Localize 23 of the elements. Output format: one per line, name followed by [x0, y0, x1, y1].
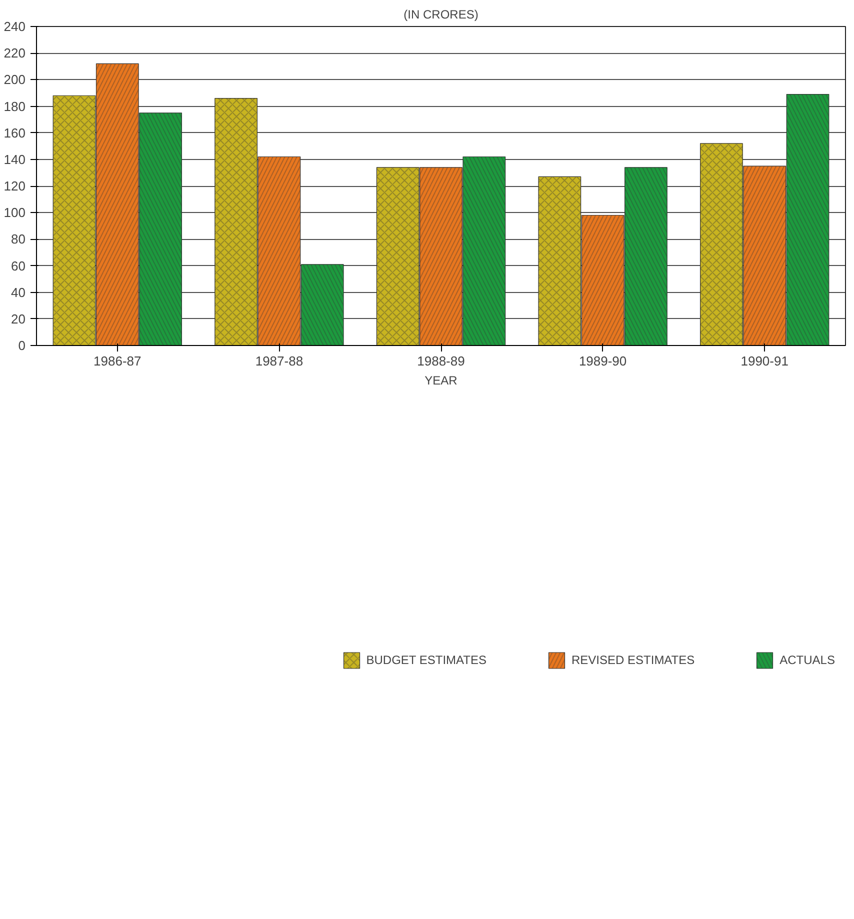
x-tick-label: 1989-90	[578, 354, 627, 368]
x-tick-label: 1987-88	[255, 354, 304, 368]
legend-label: ACTUALS	[780, 653, 835, 667]
y-tick-label: 140	[4, 152, 26, 167]
y-tick-label: 60	[11, 258, 26, 274]
y-tick-label: 20	[11, 311, 26, 326]
chart-subtitle: (IN CRORES)	[404, 8, 478, 22]
y-tick-label: 180	[4, 98, 26, 114]
x-tick-label: 1990-91	[740, 354, 788, 368]
y-tick-label: 120	[4, 178, 26, 194]
legend-label: REVISED ESTIMATES	[572, 653, 695, 667]
y-tick-label: 160	[4, 125, 26, 140]
y-tick-label: 200	[4, 72, 26, 88]
y-tick-label: 80	[11, 232, 26, 247]
x-axis-title: YEAR	[424, 374, 458, 388]
legend-label: BUDGET ESTIMATES	[366, 653, 486, 667]
y-tick-label: 40	[11, 284, 26, 300]
y-tick-label: 240	[4, 19, 26, 34]
x-tick-label: 1986-87	[94, 354, 142, 368]
y-tick-label: 100	[4, 205, 26, 220]
x-tick-label: 1988-89	[417, 354, 465, 368]
y-tick-label: 0	[18, 338, 26, 353]
y-tick-label: 220	[4, 46, 26, 61]
